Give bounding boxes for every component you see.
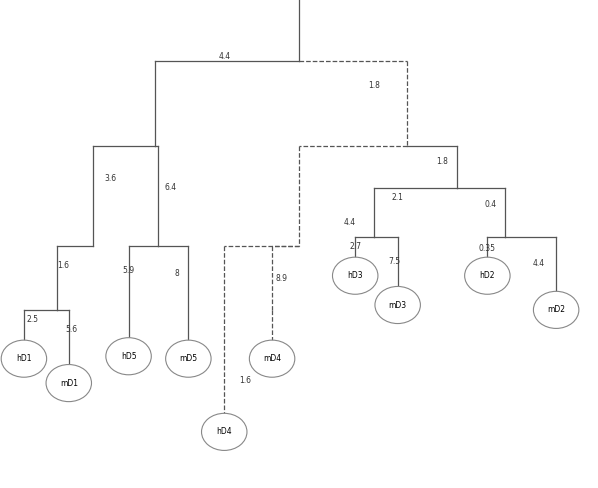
Text: hD3: hD3 bbox=[347, 271, 363, 280]
Circle shape bbox=[332, 257, 378, 294]
Text: 4.4: 4.4 bbox=[344, 218, 356, 226]
Text: 4.4: 4.4 bbox=[532, 259, 544, 268]
Text: 0.35: 0.35 bbox=[479, 244, 496, 253]
Text: mD5: mD5 bbox=[179, 354, 197, 363]
Text: 3.6: 3.6 bbox=[105, 174, 117, 183]
Text: 0.4: 0.4 bbox=[484, 201, 496, 209]
Text: hD1: hD1 bbox=[16, 354, 32, 363]
Text: 7.5: 7.5 bbox=[389, 257, 401, 265]
Text: 6.4: 6.4 bbox=[164, 183, 176, 192]
Text: hD5: hD5 bbox=[121, 352, 136, 361]
Text: 5.6: 5.6 bbox=[66, 325, 78, 334]
Circle shape bbox=[465, 257, 510, 294]
Text: 2.7: 2.7 bbox=[350, 242, 362, 251]
Circle shape bbox=[46, 365, 91, 402]
Text: hD4: hD4 bbox=[216, 427, 232, 436]
Text: 1.6: 1.6 bbox=[57, 262, 69, 270]
Text: mD2: mD2 bbox=[547, 305, 565, 314]
Text: 8: 8 bbox=[174, 269, 179, 278]
Text: 4.4: 4.4 bbox=[218, 52, 230, 61]
Text: 8.9: 8.9 bbox=[275, 274, 287, 283]
Circle shape bbox=[1, 340, 47, 377]
Text: 2.5: 2.5 bbox=[27, 315, 39, 324]
Text: mD1: mD1 bbox=[60, 379, 78, 387]
Circle shape bbox=[375, 286, 420, 324]
Text: 1.8: 1.8 bbox=[368, 81, 380, 90]
Text: hD2: hD2 bbox=[480, 271, 495, 280]
Circle shape bbox=[166, 340, 211, 377]
Circle shape bbox=[249, 340, 295, 377]
Text: 1.6: 1.6 bbox=[239, 376, 251, 385]
Circle shape bbox=[533, 291, 579, 328]
Text: mD3: mD3 bbox=[389, 301, 407, 309]
Text: 2.1: 2.1 bbox=[392, 193, 404, 202]
Circle shape bbox=[202, 413, 247, 450]
Text: mD4: mD4 bbox=[263, 354, 281, 363]
Text: 1.8: 1.8 bbox=[437, 157, 448, 165]
Text: 5.9: 5.9 bbox=[123, 266, 135, 275]
Circle shape bbox=[106, 338, 151, 375]
